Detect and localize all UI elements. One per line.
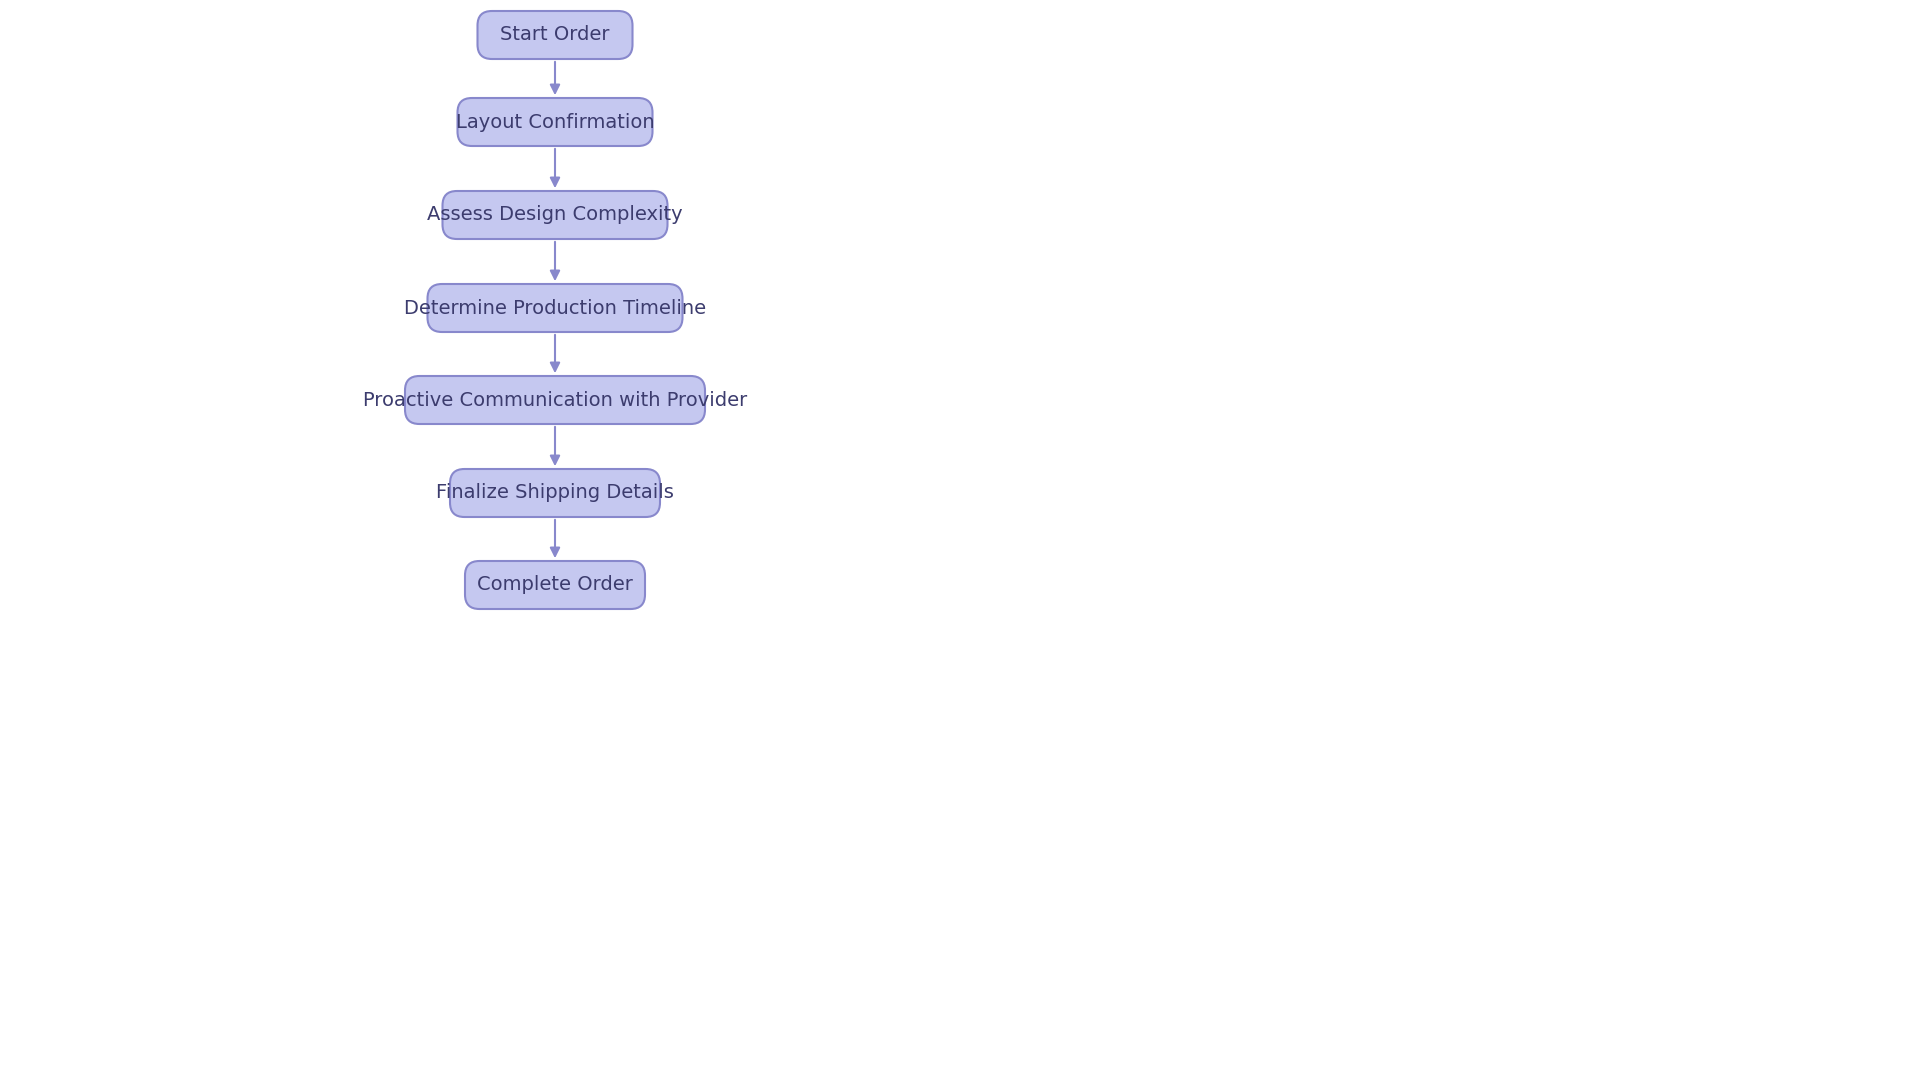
Text: Start Order: Start Order: [501, 26, 611, 44]
FancyBboxPatch shape: [457, 98, 653, 146]
FancyBboxPatch shape: [442, 191, 668, 239]
FancyBboxPatch shape: [449, 469, 660, 517]
Text: Layout Confirmation: Layout Confirmation: [455, 112, 655, 132]
FancyBboxPatch shape: [405, 376, 705, 424]
FancyBboxPatch shape: [478, 11, 632, 59]
FancyBboxPatch shape: [465, 561, 645, 609]
Text: Determine Production Timeline: Determine Production Timeline: [403, 298, 707, 318]
Text: Assess Design Complexity: Assess Design Complexity: [426, 205, 684, 225]
FancyBboxPatch shape: [428, 284, 682, 332]
Text: Complete Order: Complete Order: [476, 576, 634, 594]
Text: Proactive Communication with Provider: Proactive Communication with Provider: [363, 391, 747, 409]
Text: Finalize Shipping Details: Finalize Shipping Details: [436, 484, 674, 502]
